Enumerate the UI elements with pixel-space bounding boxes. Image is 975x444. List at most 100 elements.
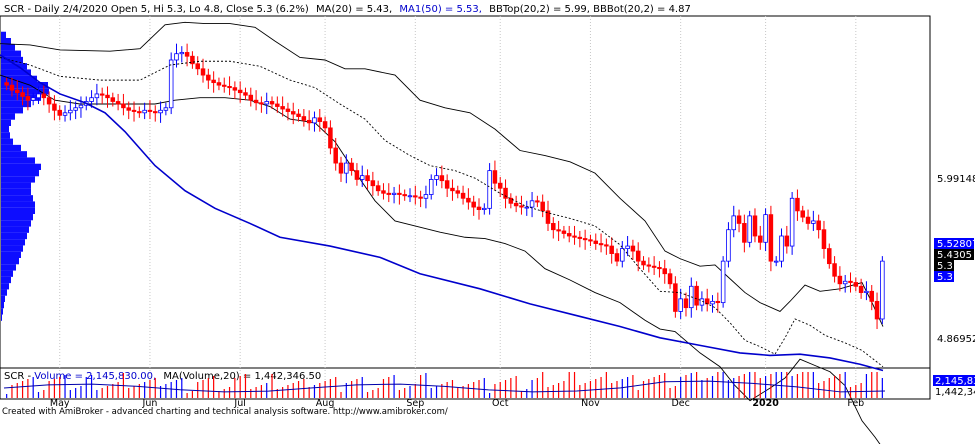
candle-body [630,245,636,252]
candle-body [105,94,110,99]
volume-profile-bar [1,226,29,233]
candle-body [556,229,561,232]
bb-top-line [0,21,884,327]
candle-body [99,93,105,96]
candle-body [434,175,439,180]
candle-body [312,117,317,124]
candle-body [121,103,126,109]
bbtop-tag-bg [934,172,974,184]
candle-body [508,197,514,204]
candle-body [726,229,731,262]
candle-body [466,197,471,203]
grid-layer [59,16,857,399]
volume-profile-bar [1,232,27,240]
volume-profile-bar [1,245,23,252]
candle-body [832,263,837,277]
candle-body [232,87,238,91]
candle-body [413,195,418,198]
candle-body [211,79,216,84]
candle-body [375,185,381,192]
close-tag2-bg [934,271,954,282]
ma20-label: MA(20) = 5.43, [316,4,392,15]
candle-body [152,111,158,114]
candle-body [821,229,827,249]
volume-profile-bar [1,302,4,309]
candle-body [354,170,360,180]
candle-body [428,179,434,195]
ma50-line [0,54,884,372]
volume-profile-bar [1,107,23,114]
volume-profile-bar [1,56,23,64]
candle-body [752,215,758,237]
candle-body [269,101,275,105]
volume-profile-bar [1,170,39,177]
candle-body [264,101,269,105]
candle-body [349,162,354,172]
candle-body [57,109,62,116]
candle-body [593,240,599,244]
candle-body [216,82,222,86]
candle-body [811,220,816,224]
bb-bottom-line [0,74,881,444]
candles [4,43,885,330]
candle-body [4,82,9,86]
candle-body [184,52,190,57]
candle-body [747,215,752,243]
volume-profile-bar [1,31,6,38]
candle-body [667,273,673,285]
candle-body [168,59,174,109]
candle-body [763,214,768,243]
candle-body [227,86,232,89]
volume-profile-bar [1,38,11,45]
candle-body [163,107,169,111]
candle-body [513,202,519,207]
candle-body [736,215,742,224]
price-pane-frame [0,15,931,369]
x-tick-label: Dec [671,398,689,409]
volume-ma-line [3,380,886,393]
volume-profile-bar [1,308,3,315]
bbbot-tag-bg [934,332,974,344]
volume-header: SCR - Volume = 2,145,830.00, MA(Volume,2… [4,371,321,382]
candle-body [20,92,25,97]
candle-body [673,283,678,312]
volume-profile-bar [1,289,7,296]
volume-profile-bar [1,75,37,82]
bollinger-bands [0,21,884,444]
candle-body [285,108,291,112]
candle-body [73,107,78,111]
candle-body [535,200,540,203]
candle-body [115,101,121,105]
volume-profile-bar [1,258,19,265]
candle-body [482,207,487,210]
candle-body [25,96,31,101]
candle-body [460,192,466,199]
candle-body [46,97,52,105]
close-tag-bg [934,260,954,271]
candle-body [290,111,296,115]
candle-body [805,216,811,224]
candle-body [694,285,699,306]
volume-profile-bar [1,182,31,189]
candle-body [253,99,259,104]
volume-profile-bar [1,63,27,70]
candle-body [869,290,874,302]
close-tag: 5.3 [937,261,953,272]
candle-body [476,206,482,210]
candle-body [68,109,73,114]
candle-body [625,245,630,249]
volume-profile-bar [1,207,35,214]
x-tick-label: Nov [581,398,600,409]
candle-body [296,113,301,117]
candle-body [450,187,455,192]
volume-profile-bar [1,119,11,126]
candle-body [529,200,535,208]
ma20-tag: 5.4305 [937,250,972,261]
candle-body [683,298,689,309]
x-tick-label: Jun [142,398,158,409]
candle-body [710,300,715,305]
candle-body [827,248,832,265]
volume-profile-bar [1,94,41,101]
candle-body [848,280,853,283]
volume-profile-bar [1,82,48,89]
